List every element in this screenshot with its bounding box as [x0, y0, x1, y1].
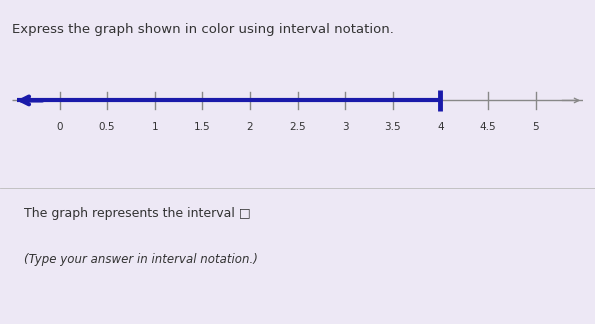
Text: 5: 5 — [532, 122, 539, 132]
Text: The graph represents the interval □: The graph represents the interval □ — [24, 207, 250, 220]
Text: 4.5: 4.5 — [480, 122, 496, 132]
Text: 0.5: 0.5 — [99, 122, 115, 132]
Text: 1: 1 — [151, 122, 158, 132]
Text: (Type your answer in interval notation.): (Type your answer in interval notation.) — [24, 253, 258, 266]
Text: 1.5: 1.5 — [194, 122, 211, 132]
Text: 0: 0 — [57, 122, 62, 132]
Text: 3.5: 3.5 — [384, 122, 401, 132]
Text: Express the graph shown in color using interval notation.: Express the graph shown in color using i… — [12, 23, 394, 36]
Text: 2.5: 2.5 — [289, 122, 306, 132]
Text: 4: 4 — [437, 122, 444, 132]
Text: 2: 2 — [246, 122, 253, 132]
Text: 3: 3 — [342, 122, 349, 132]
